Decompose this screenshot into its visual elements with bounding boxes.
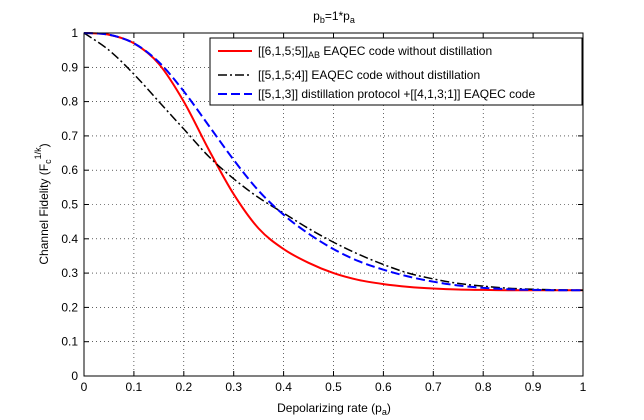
title-mid: =1*p — [325, 9, 350, 23]
legend-label-0: [[6,1,5;5]]AB EAQEC code without distill… — [258, 44, 492, 60]
x-axis-label: Depolarizing rate (pa) — [277, 401, 391, 417]
series-line-2 — [83, 32, 584, 292]
legend-0-pre: [[6,1,5;5]] — [258, 44, 308, 58]
title-main-sub: b — [320, 15, 325, 25]
xlabel-main: Depolarizing rate (p — [277, 401, 382, 415]
y-tick-label: 0.2 — [61, 300, 78, 314]
x-tick-label: 0.3 — [225, 380, 242, 394]
y-tick-label: 0.5 — [61, 198, 78, 212]
legend-0-post: EAQEC code without distillation — [320, 44, 492, 58]
series-line-1 — [83, 32, 584, 291]
y-tick-label: 0.9 — [61, 60, 78, 74]
xlabel-close: ) — [387, 401, 391, 415]
x-tick-label: 0.1 — [126, 380, 143, 394]
title-mid-sub: a — [350, 15, 355, 25]
legend-0-sub: AB — [308, 50, 320, 60]
legend-label-1: [[5,1,5;4]] EAQEC code without distillat… — [258, 68, 480, 82]
y-tick-label: 0.1 — [61, 335, 78, 349]
title-main: p — [313, 9, 320, 23]
legend: [[6,1,5;5]]AB EAQEC code without distill… — [209, 37, 583, 106]
x-tick-label: 0.8 — [475, 380, 492, 394]
y-tick-label: 0.6 — [61, 163, 78, 177]
ylabel-sup: 1/k — [33, 147, 43, 160]
x-tick-label: 0.4 — [275, 380, 292, 394]
y-tick-label: 0.3 — [61, 266, 78, 280]
ylabel-close: ) — [37, 143, 51, 147]
y-tick-label: 0 — [71, 369, 78, 383]
y-tick-label: 0.4 — [61, 232, 78, 246]
x-tick-label: 0.9 — [525, 380, 542, 394]
y-tick-label: 0.8 — [61, 95, 78, 109]
y-tick-label: 0.7 — [61, 129, 78, 143]
x-tick-label: 0 — [81, 380, 88, 394]
series-layer — [83, 32, 584, 292]
ylabel-main: Channel Fidelity (F — [37, 164, 51, 265]
legend-label-2: [[5,1,3]] distillation protocol +[[4,1,3… — [258, 87, 535, 101]
y-tick-label: 1 — [71, 26, 78, 40]
x-tick-label: 0.7 — [425, 380, 442, 394]
ylabel-sub: c — [43, 159, 53, 164]
x-tick-label: 0.2 — [175, 380, 192, 394]
x-tick-label: 0.5 — [325, 380, 342, 394]
chart-title: pb=1*pa — [313, 9, 355, 25]
y-axis-label: Channel Fidelity (Fc1/k) — [33, 143, 53, 264]
ticks: 0 0.1 0.2 0.3 0.4 0.5 0.6 0.7 0.8 0.9 1 0 0.1 0.2 0.3 0… — [61, 26, 586, 394]
series-line-0 — [83, 32, 583, 292]
xlabel-sub: a — [382, 407, 387, 417]
legend-box — [209, 37, 583, 106]
x-tick-label: 0.6 — [375, 380, 392, 394]
x-tick-label: 1 — [580, 380, 587, 394]
